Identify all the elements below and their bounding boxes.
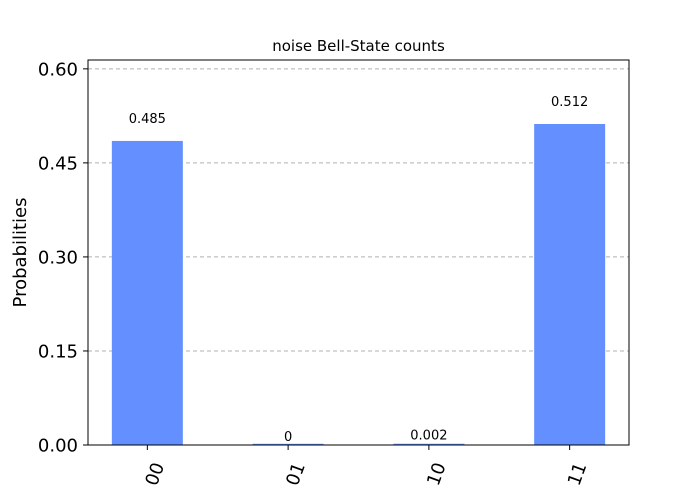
- x-tick-label-01: 01: [282, 460, 310, 489]
- value-label-11: 0.512: [551, 95, 588, 110]
- value-label-10: 0.002: [410, 429, 447, 444]
- bar-11: [534, 124, 606, 445]
- plot-frame: [87, 59, 630, 446]
- bar-10: [393, 443, 465, 445]
- y-tick-label: 0.00: [38, 436, 78, 457]
- x-tick-label-10: 10: [423, 460, 451, 489]
- x-tick-label-11: 11: [564, 460, 592, 489]
- bar-01: [252, 443, 324, 445]
- value-labels: 0.485 0 0.002 0.512: [129, 95, 589, 445]
- value-label-00: 0.485: [129, 112, 166, 127]
- value-label-01: 0: [284, 430, 292, 445]
- x-tick-label-00: 00: [142, 460, 170, 489]
- y-axis-ticks: 0.00 0.15 0.30 0.45 0.60: [38, 59, 88, 457]
- y-tick-label: 0.60: [38, 59, 78, 80]
- y-tick-label: 0.30: [38, 247, 78, 268]
- x-axis-ticks: 00 01 10 11: [142, 445, 592, 489]
- y-tick-label: 0.15: [38, 341, 78, 362]
- bars: [111, 124, 606, 446]
- bar-00: [111, 140, 183, 446]
- chart-title: noise Bell-State counts: [272, 37, 445, 55]
- y-axis-label: Probabilities: [10, 198, 31, 308]
- y-tick-label: 0.45: [38, 153, 78, 174]
